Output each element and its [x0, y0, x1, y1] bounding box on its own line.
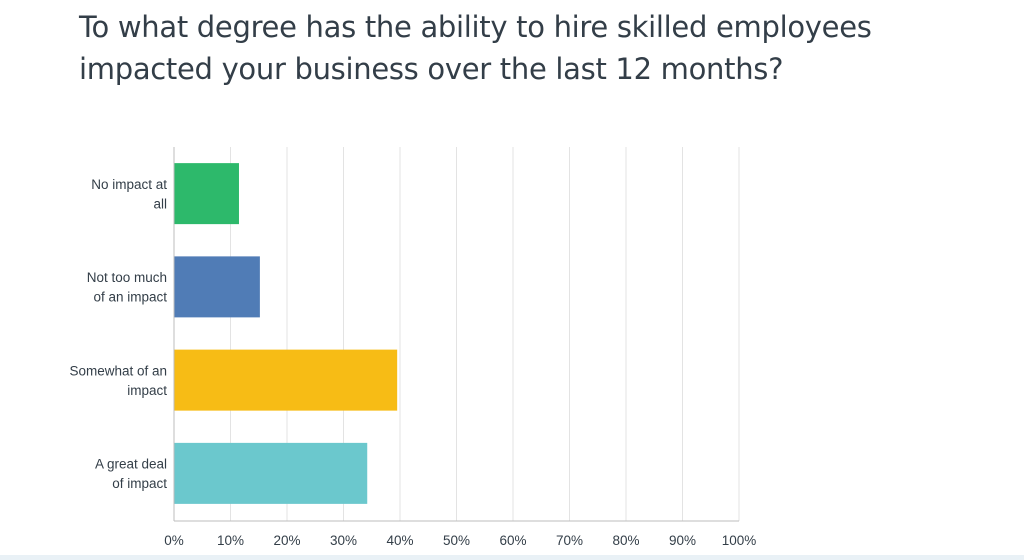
x-tick-label: 40%	[386, 533, 413, 548]
x-tick-label: 70%	[556, 533, 583, 548]
bars	[174, 163, 398, 504]
x-tick-label: 50%	[443, 533, 470, 548]
category-label: impact	[127, 383, 167, 398]
x-tick-label: 60%	[499, 533, 526, 548]
category-label: Somewhat of an	[69, 363, 167, 378]
bar[interactable]	[174, 349, 398, 411]
category-label: of an impact	[93, 290, 167, 305]
x-tick-label: 0%	[164, 533, 184, 548]
x-tick-label: 80%	[612, 533, 639, 548]
bar[interactable]	[174, 442, 368, 504]
category-label: of impact	[112, 476, 167, 491]
x-tick-label: 30%	[330, 533, 357, 548]
x-tick-label: 10%	[217, 533, 244, 548]
category-label: Not too much	[87, 270, 167, 285]
category-label: all	[153, 196, 167, 211]
category-labels: No impact at all Not too much of an impact S…	[69, 177, 167, 491]
x-tick-label: 20%	[273, 533, 300, 548]
bar[interactable]	[174, 163, 239, 225]
category-label: No impact at	[91, 177, 167, 192]
x-tick-label: 100%	[722, 533, 757, 548]
category-label: A great deal	[95, 457, 167, 472]
grid-lines	[230, 147, 740, 521]
x-tick-label: 90%	[669, 533, 696, 548]
bar[interactable]	[174, 256, 260, 318]
bottom-divider	[0, 555, 1024, 560]
x-axis: 0% 10% 20% 30% 40% 50% 60% 70% 80% 90% 100%	[164, 147, 756, 548]
chart-title: To what degree has the ability to hire s…	[79, 10, 872, 86]
